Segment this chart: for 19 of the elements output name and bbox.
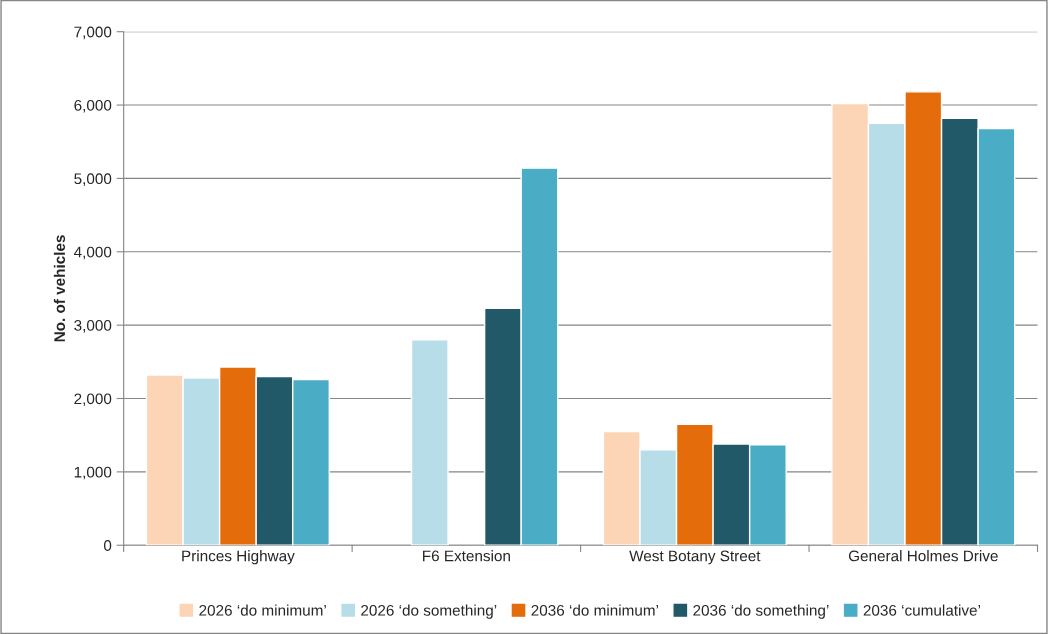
legend-label: 2026 ‘do minimum’: [199, 604, 326, 616]
y-tick-label: 4,000: [73, 246, 112, 260]
y-tick-label: 7,000: [74, 26, 112, 40]
legend-label: 2026 ‘do something’: [361, 604, 497, 619]
bar: [410, 339, 449, 546]
x-tick-label: West Botany Street: [629, 550, 761, 565]
legend-label: 2036 ‘do something’: [693, 604, 829, 619]
y-tick-label: 5,000: [74, 173, 112, 186]
legend-label: 2036 ‘do minimum’: [531, 604, 659, 616]
y-tick-label: 3,000: [74, 320, 112, 333]
y-tick-label: 2,000: [74, 393, 112, 407]
y-tick-label: 0: [103, 540, 112, 551]
y-tick-label: 1,000: [74, 466, 112, 480]
y-tick-label: 6,000: [74, 99, 112, 113]
legend-label: 2036 ‘cumulative’: [863, 604, 981, 616]
x-tick-label: Princes Highway: [182, 550, 295, 565]
y-axis-title: No. of vehicles: [53, 235, 66, 342]
x-tick-label: F6 Extension: [423, 550, 510, 562]
x-tick-label: General Holmes Drive: [848, 550, 998, 562]
